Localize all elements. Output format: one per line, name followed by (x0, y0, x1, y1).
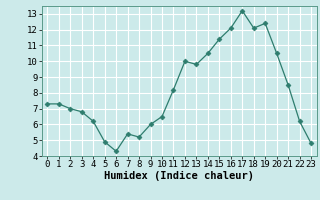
X-axis label: Humidex (Indice chaleur): Humidex (Indice chaleur) (104, 171, 254, 181)
